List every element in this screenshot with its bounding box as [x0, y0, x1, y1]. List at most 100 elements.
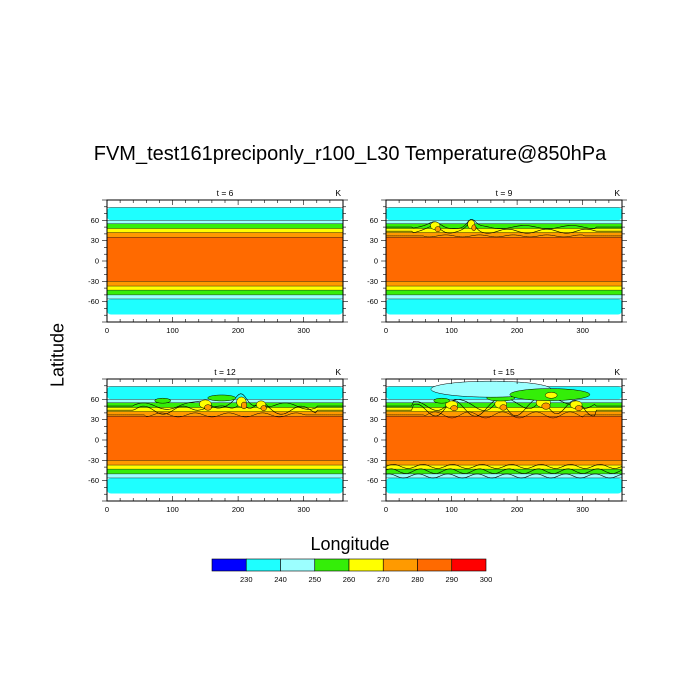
y-tick-label: 30	[91, 415, 99, 424]
contour-line	[107, 393, 343, 410]
x-tick-label: 300	[297, 326, 310, 335]
temperature-band	[107, 314, 343, 322]
x-tick-label: 0	[384, 326, 388, 335]
temperature-band	[107, 298, 343, 315]
temperature-band	[386, 477, 622, 494]
temperature-anomaly	[450, 405, 458, 411]
contour-line	[386, 234, 622, 238]
contour-line	[107, 412, 343, 418]
x-axis-label: Longitude	[310, 534, 390, 554]
temperature-anomaly	[434, 226, 441, 232]
temperature-band	[386, 314, 622, 322]
contour-line	[386, 219, 622, 230]
temperature-band	[386, 294, 622, 299]
temperature-band	[386, 473, 622, 478]
temperature-band	[386, 281, 622, 287]
temperature-anomaly	[207, 394, 236, 402]
temperature-band	[107, 460, 343, 466]
y-tick-label: 0	[374, 257, 378, 266]
temperature-band	[386, 207, 622, 221]
temperature-band	[107, 228, 343, 233]
contour-line	[386, 411, 622, 419]
temperature-band	[386, 411, 622, 417]
panel-units: K	[335, 367, 341, 377]
x-tick-label: 200	[511, 326, 524, 335]
y-tick-label: -30	[88, 277, 99, 286]
temperature-band	[107, 402, 343, 408]
colorbar-label: 230	[240, 575, 253, 584]
temperature-band	[107, 411, 343, 417]
temperature-band	[107, 294, 343, 299]
y-tick-label: -30	[88, 456, 99, 465]
colorbar-label: 270	[377, 575, 390, 584]
temperature-band	[107, 407, 343, 412]
colorbar-box	[348, 558, 384, 572]
temperature-anomaly	[544, 392, 558, 399]
temperature-band	[386, 465, 622, 470]
temperature-band	[386, 493, 622, 501]
colorbar-box	[451, 558, 487, 572]
figure-title: FVM_test161preciponly_r100_L30 Temperatu…	[93, 143, 607, 165]
temperature-band	[107, 200, 343, 208]
y-tick-label: -60	[367, 476, 378, 485]
y-tick-label: 60	[91, 216, 99, 225]
temperature-band	[386, 290, 622, 295]
temperature-anomaly	[240, 401, 248, 410]
contour-line	[385, 464, 623, 469]
temperature-band	[107, 465, 343, 470]
temperature-band	[386, 223, 622, 229]
temperature-band	[386, 220, 622, 224]
x-tick-label: 100	[166, 326, 179, 335]
y-tick-label: 0	[374, 436, 378, 445]
x-tick-label: 300	[576, 505, 589, 514]
temperature-anomaly	[154, 397, 171, 404]
temperature-band	[107, 493, 343, 501]
temperature-band	[107, 237, 343, 282]
colorbar-label: 280	[411, 575, 424, 584]
temperature-band	[107, 477, 343, 494]
temperature-band	[386, 469, 622, 474]
temperature-anomaly	[574, 405, 583, 411]
colorbar-box	[382, 558, 418, 572]
panel-title: t = 9	[496, 188, 513, 198]
y-tick-label: -30	[367, 456, 378, 465]
temperature-band	[386, 416, 622, 461]
temperature-band	[107, 223, 343, 229]
y-tick-label: 60	[370, 216, 378, 225]
temperature-band	[386, 460, 622, 466]
y-tick-label: -60	[88, 476, 99, 485]
colorbar-box	[245, 558, 281, 572]
temperature-band	[107, 469, 343, 474]
temperature-band	[386, 228, 622, 233]
colorbar-label: 240	[274, 575, 287, 584]
x-tick-label: 100	[166, 505, 179, 514]
temperature-anomaly	[204, 404, 212, 411]
temperature-band	[107, 286, 343, 291]
contour-line	[385, 468, 623, 474]
temperature-anomaly	[541, 402, 551, 410]
colorbar-box	[211, 558, 247, 572]
temperature-band	[107, 379, 343, 387]
y-tick-label: 60	[91, 395, 99, 404]
colorbar-box	[314, 558, 350, 572]
colorbar-box	[280, 558, 316, 572]
temperature-anomaly	[471, 224, 477, 232]
colorbar-label: 260	[343, 575, 356, 584]
y-tick-label: 0	[95, 257, 99, 266]
x-tick-label: 100	[445, 326, 458, 335]
temperature-band	[107, 290, 343, 295]
temperature-band	[107, 416, 343, 461]
x-tick-label: 200	[232, 505, 245, 514]
x-tick-label: 200	[232, 326, 245, 335]
y-tick-label: -60	[88, 297, 99, 306]
temperature-band	[386, 237, 622, 282]
x-tick-label: 300	[576, 326, 589, 335]
y-tick-label: -60	[367, 297, 378, 306]
